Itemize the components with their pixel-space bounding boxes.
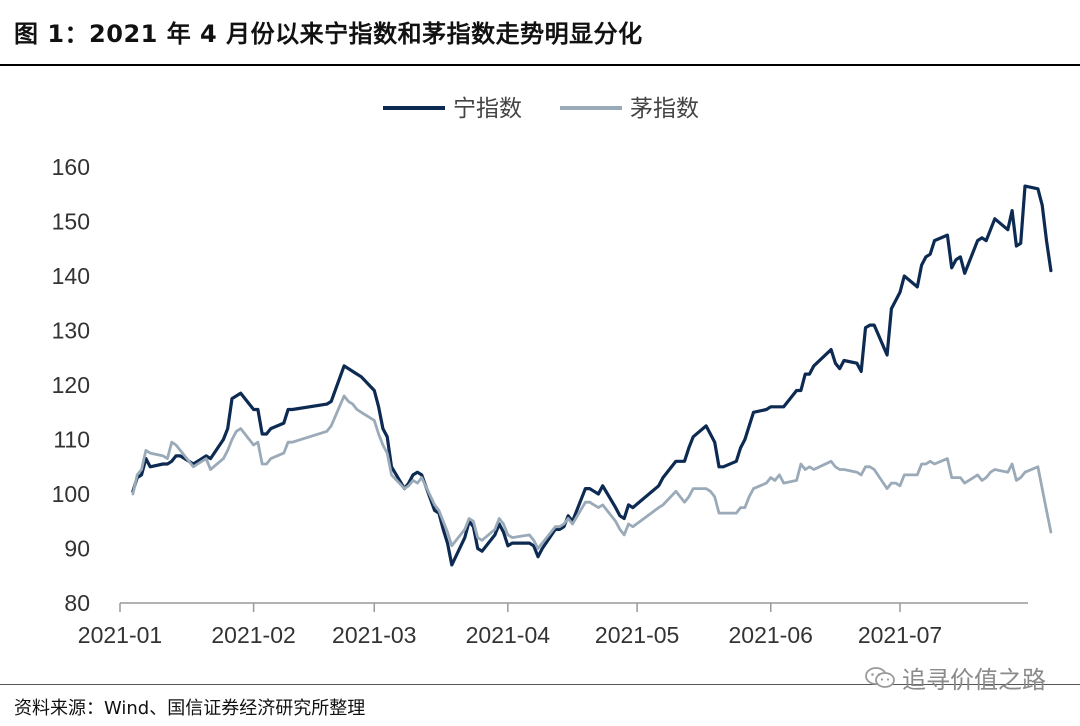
x-tick-label: 2021-07 — [858, 622, 942, 648]
watermark: 追寻价值之路 — [864, 660, 1046, 695]
y-tick-label: 110 — [53, 427, 90, 453]
y-tick-label: 150 — [52, 209, 90, 235]
x-tick-label: 2021-03 — [332, 622, 416, 648]
legend-item-ning-label: 宁指数 — [453, 96, 522, 122]
title-rule — [0, 64, 1080, 66]
footer-rule — [0, 684, 1080, 685]
y-tick-label: 140 — [52, 263, 90, 289]
source-note: 资料来源：Wind、国信证券经济研究所整理 — [14, 698, 366, 719]
x-tick-label: 2021-05 — [595, 622, 679, 648]
x-tick-label: 2021-01 — [78, 622, 162, 648]
x-tick-label: 2021-04 — [466, 622, 551, 648]
y-tick-label: 130 — [52, 318, 90, 344]
y-tick-label: 100 — [52, 481, 90, 507]
legend-item-mao-label: 茅指数 — [630, 96, 699, 122]
y-tick-label: 90 — [64, 536, 90, 562]
x-tick-label: 2021-06 — [729, 622, 813, 648]
y-tick-label: 80 — [64, 590, 90, 616]
series-line-mao — [131, 394, 1053, 550]
series-line-ning — [131, 184, 1053, 567]
x-tick-label: 2021-02 — [211, 622, 295, 648]
page-title: 图 1：2021 年 4 月份以来宁指数和茅指数走势明显分化 — [14, 20, 643, 48]
watermark-text: 追寻价值之路 — [902, 666, 1046, 694]
y-tick-label: 120 — [52, 372, 90, 398]
line-chart: 80 90 100 110 120 130 140 150 160 2021-01 2021-02 2… — [52, 96, 1053, 648]
wechat-icon — [865, 666, 895, 688]
y-tick-label: 160 — [52, 154, 90, 180]
